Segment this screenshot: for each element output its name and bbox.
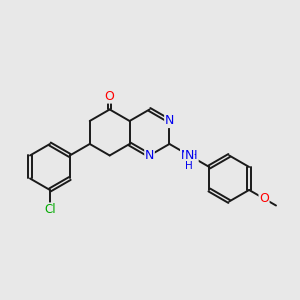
Text: N: N (145, 149, 154, 162)
Text: H: H (185, 161, 193, 171)
Text: Cl: Cl (44, 203, 56, 216)
Text: O: O (259, 192, 269, 205)
Text: NH: NH (181, 149, 198, 162)
Text: N: N (165, 115, 174, 128)
Text: O: O (105, 90, 115, 103)
Text: N: N (185, 149, 194, 162)
